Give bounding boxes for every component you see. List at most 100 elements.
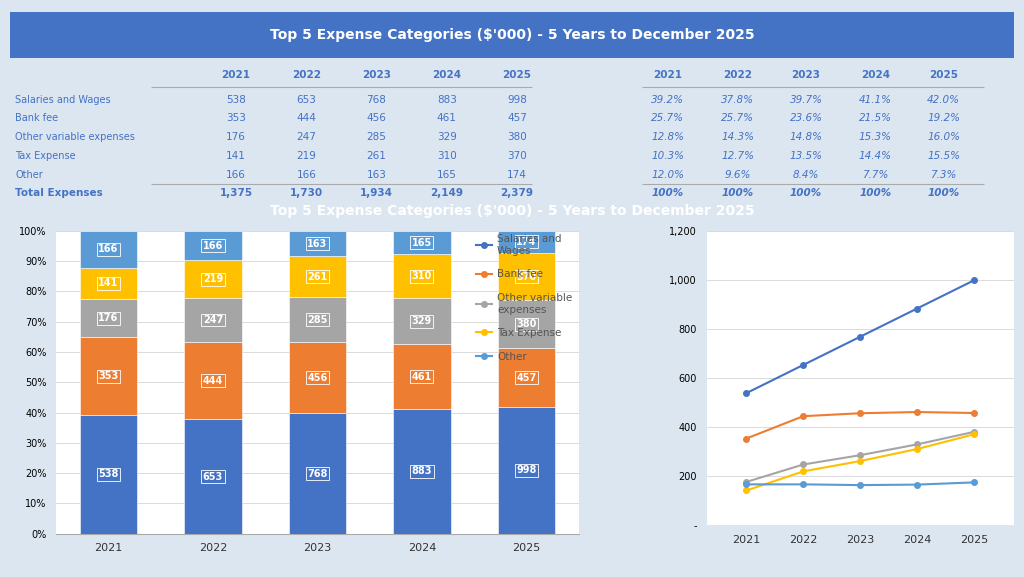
Text: 174: 174	[507, 170, 527, 179]
Text: 14.4%: 14.4%	[859, 151, 892, 161]
Text: 2025: 2025	[503, 70, 531, 80]
Text: 7.7%: 7.7%	[862, 170, 889, 179]
Text: 41.1%: 41.1%	[859, 95, 892, 104]
Text: 261: 261	[307, 272, 328, 282]
Text: 457: 457	[507, 114, 527, 123]
Bar	[289, 297, 346, 342]
Text: 165: 165	[412, 238, 432, 248]
Text: 2,149: 2,149	[430, 189, 463, 198]
Text: 163: 163	[367, 170, 386, 179]
Text: 100%: 100%	[928, 189, 959, 198]
Text: 883: 883	[437, 95, 457, 104]
Text: 15.5%: 15.5%	[927, 151, 961, 161]
Text: 9.6%: 9.6%	[725, 170, 751, 179]
Text: 219: 219	[296, 151, 316, 161]
Text: 141: 141	[226, 151, 246, 161]
Bar	[393, 231, 451, 254]
Legend: Salaries and
Wages, Bank fee, Other variable
expenses, Tax Expense, Other: Salaries and Wages, Bank fee, Other vari…	[472, 230, 577, 366]
Text: 461: 461	[412, 372, 432, 382]
Text: 310: 310	[412, 271, 432, 281]
Text: 39.7%: 39.7%	[790, 95, 822, 104]
Text: 12.0%: 12.0%	[651, 170, 684, 179]
Bar	[498, 349, 555, 407]
Text: 380: 380	[507, 132, 527, 142]
Text: 353: 353	[226, 114, 246, 123]
Text: 444: 444	[203, 376, 223, 385]
Bar	[498, 231, 555, 253]
Text: Total Expenses: Total Expenses	[15, 189, 103, 198]
Text: Salaries and Wages: Salaries and Wages	[15, 95, 111, 104]
Bar	[80, 231, 137, 268]
Text: 461: 461	[437, 114, 457, 123]
Text: 12.8%: 12.8%	[651, 132, 684, 142]
Text: 37.8%: 37.8%	[721, 95, 755, 104]
Bar	[184, 260, 242, 298]
Bar	[289, 342, 346, 414]
Text: 165: 165	[437, 170, 457, 179]
Text: 768: 768	[307, 469, 328, 478]
Bar	[80, 299, 137, 338]
Text: 2022: 2022	[723, 70, 753, 80]
Bar	[393, 344, 451, 409]
Text: 653: 653	[296, 95, 316, 104]
Text: 15.3%: 15.3%	[859, 132, 892, 142]
Text: 2,379: 2,379	[501, 189, 534, 198]
Text: 8.4%: 8.4%	[793, 170, 819, 179]
Text: 166: 166	[98, 244, 119, 254]
Text: 2023: 2023	[792, 70, 820, 80]
Text: 538: 538	[98, 470, 119, 479]
Bar	[498, 407, 555, 534]
Text: 370: 370	[507, 151, 527, 161]
Text: 247: 247	[203, 315, 223, 325]
Bar	[289, 414, 346, 534]
Text: 2025: 2025	[929, 70, 958, 80]
Bar	[184, 298, 242, 342]
Bar	[498, 300, 555, 349]
Text: 25.7%: 25.7%	[721, 114, 755, 123]
Bar	[184, 231, 242, 260]
Text: Top 5 Expense Categories ($'000) - 5 Years to December 2025: Top 5 Expense Categories ($'000) - 5 Yea…	[269, 28, 755, 42]
Text: 176: 176	[226, 132, 246, 142]
Text: 538: 538	[226, 95, 246, 104]
Text: 1,730: 1,730	[290, 189, 323, 198]
Text: 100%: 100%	[651, 189, 684, 198]
Text: 329: 329	[437, 132, 457, 142]
Text: 1,375: 1,375	[219, 189, 253, 198]
Text: 653: 653	[203, 471, 223, 482]
Text: 2023: 2023	[362, 70, 391, 80]
Text: Bank fee: Bank fee	[15, 114, 58, 123]
Text: 2021: 2021	[221, 70, 251, 80]
Text: 456: 456	[367, 114, 386, 123]
Text: 1,934: 1,934	[360, 189, 393, 198]
Bar	[393, 298, 451, 344]
Bar	[498, 253, 555, 300]
Text: 380: 380	[516, 319, 537, 329]
Text: 768: 768	[367, 95, 386, 104]
Text: 2024: 2024	[432, 70, 462, 80]
Text: 39.2%: 39.2%	[651, 95, 684, 104]
Text: Top 5 Expense Categories ($'000) - 5 Years to December 2025: Top 5 Expense Categories ($'000) - 5 Yea…	[269, 204, 755, 218]
Text: 100%: 100%	[722, 189, 754, 198]
Text: 2022: 2022	[292, 70, 321, 80]
Text: 13.5%: 13.5%	[790, 151, 822, 161]
Text: 174: 174	[516, 237, 537, 247]
Text: 444: 444	[296, 114, 316, 123]
Text: 2021: 2021	[653, 70, 682, 80]
Text: 166: 166	[296, 170, 316, 179]
Text: 42.0%: 42.0%	[927, 95, 961, 104]
Text: 14.8%: 14.8%	[790, 132, 822, 142]
Text: 353: 353	[98, 372, 119, 381]
Text: 12.7%: 12.7%	[721, 151, 755, 161]
Text: 19.2%: 19.2%	[927, 114, 961, 123]
Bar	[289, 231, 346, 257]
Text: Tax Expense: Tax Expense	[15, 151, 76, 161]
Text: 10.3%: 10.3%	[651, 151, 684, 161]
Text: 176: 176	[98, 313, 119, 323]
Text: 23.6%: 23.6%	[790, 114, 822, 123]
Text: 219: 219	[203, 274, 223, 284]
Text: 261: 261	[367, 151, 386, 161]
Text: 163: 163	[307, 239, 328, 249]
Bar	[80, 338, 137, 415]
Bar	[80, 268, 137, 299]
Text: 329: 329	[412, 316, 432, 326]
